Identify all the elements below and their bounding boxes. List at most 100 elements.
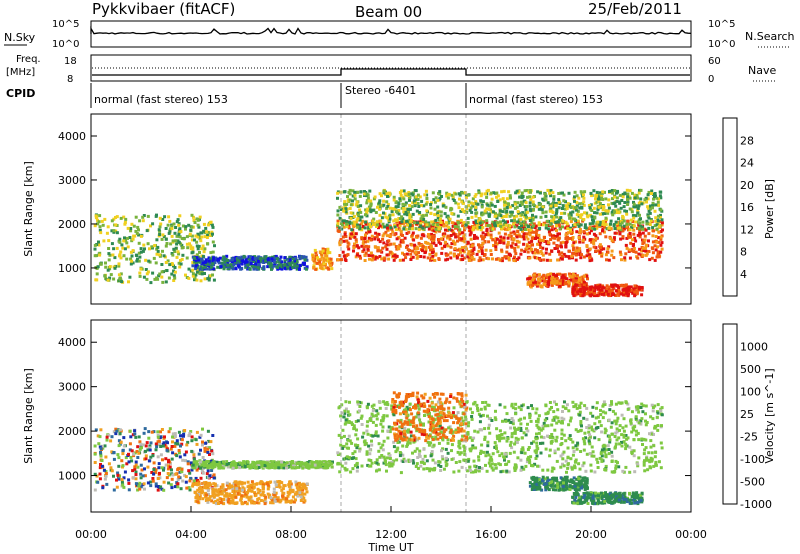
- echo-cell: [637, 285, 641, 289]
- echo-cell: [577, 224, 581, 228]
- echo-cell: [122, 215, 126, 219]
- echo-cell: [421, 216, 425, 220]
- echo-cell: [249, 500, 253, 503]
- echo-cell: [470, 248, 474, 252]
- echo-cell: [644, 228, 648, 232]
- echo-cell: [358, 226, 362, 230]
- echo-cell: [625, 212, 629, 216]
- echo-cell: [436, 223, 440, 227]
- echo-cell: [248, 487, 252, 491]
- echo-cell: [543, 236, 546, 239]
- echo-cell: [519, 217, 523, 221]
- echo-cell: [109, 273, 113, 277]
- echo-cell: [195, 256, 199, 260]
- echo-cell: [623, 256, 627, 260]
- echo-cell: [324, 258, 327, 262]
- echo-cell: [639, 197, 643, 201]
- echo-cell: [588, 290, 592, 294]
- echo-cell: [434, 230, 438, 234]
- echo-cell: [596, 285, 600, 289]
- echo-cell: [485, 219, 489, 223]
- echo-cell: [279, 255, 283, 259]
- echo-cell: [466, 221, 470, 225]
- echo-cell: [413, 221, 416, 225]
- echo-cell: [110, 435, 114, 439]
- echo-cell: [508, 194, 512, 198]
- echo-cell: [181, 253, 185, 257]
- echo-cell: [200, 490, 204, 494]
- echo-cell: [199, 265, 203, 269]
- echo-cell: [373, 257, 377, 261]
- echo-cell: [353, 193, 357, 197]
- echo-cell: [612, 293, 616, 297]
- echo-cell: [127, 460, 131, 464]
- echo-cell: [582, 280, 586, 284]
- freq-left-tick-top: 18: [64, 56, 77, 67]
- echo-cell: [593, 201, 597, 205]
- echo-cell: [626, 192, 630, 196]
- echo-cell: [193, 276, 197, 280]
- echo-cell: [203, 272, 206, 275]
- echo-cell: [586, 250, 590, 254]
- echo-cell: [318, 460, 322, 464]
- echo-cell: [100, 459, 104, 462]
- echo-cell: [219, 265, 223, 269]
- echo-cell: [611, 191, 615, 195]
- echo-cell: [586, 292, 590, 296]
- echo-cell: [203, 235, 207, 239]
- echo-cell: [336, 229, 340, 233]
- echo-cell: [529, 216, 533, 220]
- echo-cell: [262, 267, 266, 271]
- echo-cell: [181, 479, 185, 483]
- echo-cell: [399, 193, 403, 197]
- echo-cell: [296, 488, 300, 492]
- echo-cell: [595, 193, 599, 197]
- echo-cell: [261, 487, 265, 490]
- echo-cell: [247, 496, 251, 500]
- echo-cell: [522, 222, 526, 226]
- echo-cell: [268, 481, 271, 485]
- echo-cell: [478, 225, 482, 229]
- echo-cell: [202, 222, 206, 226]
- echo-cell: [365, 231, 369, 235]
- echo-cell: [488, 204, 492, 208]
- freq-frame: [90, 54, 692, 82]
- echo-cell: [93, 243, 97, 247]
- echo-cell: [502, 219, 505, 223]
- echo-cell: [539, 246, 543, 249]
- echo-cell: [466, 216, 470, 220]
- echo-cell: [527, 225, 530, 229]
- echo-cell: [180, 470, 184, 474]
- echo-cell: [125, 241, 129, 245]
- echo-cell: [204, 441, 208, 445]
- echo-cell: [377, 238, 380, 242]
- echo-cell: [382, 211, 385, 215]
- echo-cell: [275, 257, 279, 261]
- echo-cell: [639, 217, 642, 221]
- echo-cell: [98, 253, 102, 257]
- echo-cell: [606, 209, 610, 213]
- echo-cell: [136, 488, 140, 492]
- echo-cell: [266, 265, 270, 269]
- echo-cell: [583, 190, 587, 194]
- echo-cell: [336, 223, 340, 227]
- echo-cell: [578, 202, 581, 206]
- echo-cell: [623, 291, 626, 295]
- echo-cell: [611, 197, 614, 201]
- echo-cell: [194, 438, 198, 442]
- echo-cell: [388, 234, 392, 238]
- echo-cell: [411, 193, 415, 197]
- echo-cell: [295, 491, 299, 495]
- echo-cell: [100, 444, 104, 448]
- echo-cell: [211, 490, 215, 494]
- echo-cell: [361, 225, 365, 228]
- echo-cell: [648, 211, 652, 215]
- echo-cell: [385, 200, 389, 204]
- echo-cell: [441, 221, 445, 225]
- echo-cell: [360, 236, 364, 240]
- echo-cell: [134, 477, 138, 481]
- echo-cell: [160, 487, 164, 491]
- echo-cell: [209, 265, 213, 269]
- echo-cell: [415, 253, 419, 257]
- echo-cell: [504, 215, 508, 218]
